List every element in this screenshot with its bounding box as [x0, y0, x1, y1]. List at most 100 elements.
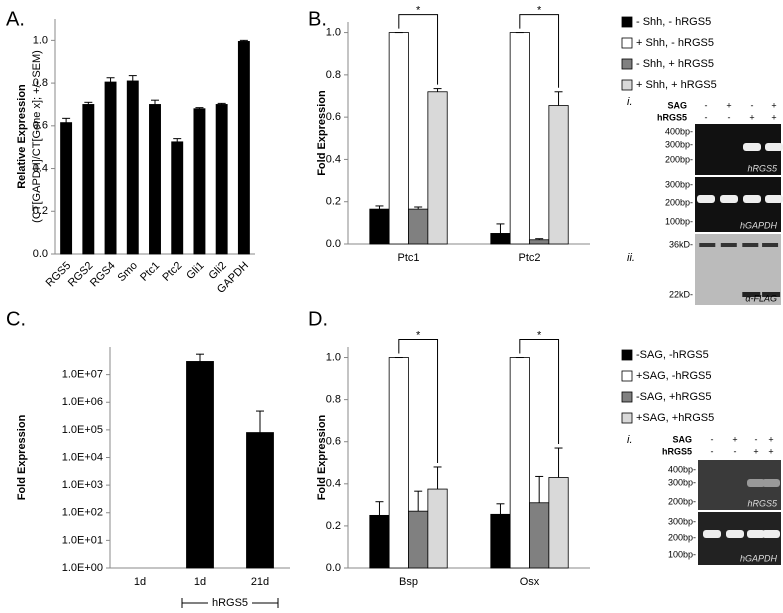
bar: [490, 233, 511, 245]
y-axis-label: Fold Expression: [316, 90, 328, 176]
y-tick-label: 0.4: [33, 162, 48, 174]
bar: [427, 488, 448, 569]
bar: [186, 361, 214, 569]
y-tick-label: 0.6: [326, 111, 341, 123]
condition-sign: +: [732, 434, 737, 444]
condition-sign: -: [705, 112, 708, 122]
y-tick-label: 1.0E+04: [62, 451, 103, 463]
x-tick-label: Smo: [115, 260, 139, 284]
size-marker: 300bp-: [665, 179, 693, 189]
band: [747, 530, 765, 538]
condition-sign: -: [728, 112, 731, 122]
band: [762, 479, 780, 487]
size-marker: 200bp-: [665, 197, 693, 207]
y-tick-label: 1.0E+06: [62, 396, 103, 408]
bar: [171, 141, 184, 255]
band: [726, 530, 744, 538]
legend-swatch: [621, 349, 633, 361]
band: [697, 195, 715, 203]
gel-sub-label: ii.: [627, 252, 635, 264]
size-marker: 36kD-: [669, 239, 693, 249]
y-axis-label: Relative Expression: [16, 84, 28, 189]
bar: [369, 208, 390, 245]
y-tick-label: 0.0: [326, 238, 341, 250]
size-marker: 300bp-: [665, 139, 693, 149]
condition-sign: +: [726, 100, 731, 110]
legend-swatch: [621, 58, 633, 70]
significance-bracket: [398, 339, 439, 463]
bar: [388, 32, 409, 245]
x-tick-label: 1d: [134, 576, 146, 588]
condition-sign: -: [711, 434, 714, 444]
blot-label: hGAPDH: [740, 553, 778, 563]
size-marker: 300bp-: [668, 516, 696, 526]
x-tick-label: Ptc1: [397, 252, 419, 264]
condition-sign: +: [771, 112, 776, 122]
y-tick-label: 0.2: [326, 196, 341, 208]
gel-sub-label: i.: [627, 434, 633, 446]
size-marker: 100bp-: [668, 549, 696, 559]
band: [720, 243, 737, 247]
panel-title: D.: [308, 308, 328, 330]
bar: [246, 432, 274, 569]
bar: [408, 510, 429, 569]
legend-label: -SAG, -hRGS5: [636, 349, 709, 361]
bar: [548, 105, 569, 245]
y-tick-label: 1.0E+00: [62, 562, 103, 574]
legend-swatch: [621, 79, 633, 91]
y-tick-label: 0.4: [326, 153, 341, 165]
size-marker: 200bp-: [668, 496, 696, 506]
size-marker: 400bp-: [665, 126, 693, 136]
condition-name: SAG: [667, 100, 687, 110]
y-axis-label: Fold Expression: [316, 414, 328, 500]
bar: [369, 514, 390, 569]
x-tick-label: Bsp: [399, 576, 418, 588]
bar: [82, 104, 95, 255]
bar: [490, 513, 511, 569]
bar: [548, 477, 569, 569]
size-marker: 400bp-: [668, 464, 696, 474]
condition-sign: +: [753, 446, 758, 456]
band: [742, 243, 759, 247]
y-tick-label: 1.0: [326, 26, 341, 38]
significance-bracket: [398, 14, 439, 85]
significance-label: *: [537, 329, 542, 341]
y-tick-label: 1.0E+05: [62, 424, 103, 436]
condition-name: hRGS5: [657, 112, 687, 122]
blot-label: hGAPDH: [740, 220, 778, 230]
size-marker: 200bp-: [665, 154, 693, 164]
band: [765, 195, 783, 203]
y-tick-label: 0.0: [33, 248, 48, 260]
condition-name: hRGS5: [662, 446, 692, 456]
x-tick-label: Ptc2: [518, 252, 540, 264]
legend-label: - Shh, + hRGS5: [636, 58, 714, 70]
significance-bracket: [519, 339, 560, 445]
y-tick-label: 0.4: [326, 478, 341, 490]
bar: [237, 41, 250, 255]
bar: [149, 104, 161, 255]
panel-title: C.: [6, 308, 26, 330]
condition-sign: -: [711, 446, 714, 456]
significance-bracket: [519, 14, 560, 88]
legend-label: + Shh, - hRGS5: [636, 37, 714, 49]
y-tick-label: 0.2: [326, 520, 341, 532]
x-tick-label: RGS4: [88, 260, 118, 290]
size-marker: 22kD-: [669, 289, 693, 299]
condition-sign: -: [705, 100, 708, 110]
condition-sign: -: [734, 446, 737, 456]
y-tick-label: 0.8: [326, 394, 341, 406]
y-tick-label: 1.0E+02: [62, 507, 103, 519]
legend-label: +SAG, -hRGS5: [636, 370, 712, 382]
band: [765, 143, 783, 151]
x-tick-label: 21d: [251, 576, 269, 588]
y-tick-label: 0.8: [326, 69, 341, 81]
legend-label: -SAG, +hRGS5: [636, 391, 712, 403]
legend-swatch: [621, 16, 633, 28]
condition-sign: -: [755, 434, 758, 444]
y-tick-label: 1.0E+01: [62, 534, 103, 546]
band: [762, 243, 779, 247]
blot-label: hRGS5: [747, 163, 778, 173]
band: [762, 292, 781, 297]
condition-sign: +: [771, 100, 776, 110]
bar: [215, 104, 228, 255]
